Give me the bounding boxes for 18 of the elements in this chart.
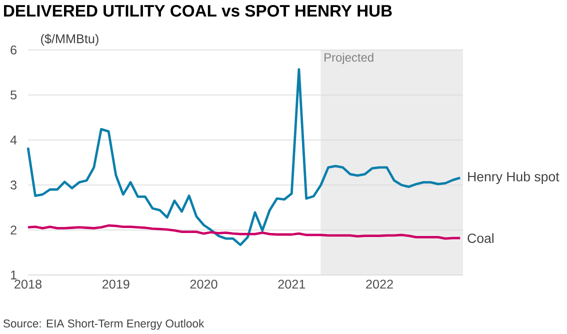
y-tick-label: 3: [10, 180, 17, 190]
x-tick-label: 2020: [190, 280, 218, 289]
y-tick-label: 1: [11, 270, 16, 280]
y-tick-label: 2: [10, 226, 16, 234]
series-label: Coal: [468, 233, 494, 243]
y-axis-title: ($/MMBtu): [41, 34, 98, 46]
x-tick-label: 2018: [14, 280, 42, 289]
band-label: Projected: [324, 52, 374, 64]
y-tick-label: 4: [10, 136, 17, 144]
y-tick-label: 5: [10, 90, 17, 100]
chart-title: DELIVERED UTILITY COAL vs SPOT HENRY HUB: [4, 4, 392, 17]
x-tick-label: 2021: [278, 280, 306, 289]
source-note: Source: EIA Short-Term Energy Outlook: [3, 319, 204, 330]
line-series: [26, 68, 462, 246]
x-tick-label: 2019: [102, 280, 130, 289]
series-label: Henry Hub spot: [468, 172, 560, 184]
y-tick-label: 6: [10, 46, 17, 54]
x-tick-label: 2022: [366, 280, 393, 289]
